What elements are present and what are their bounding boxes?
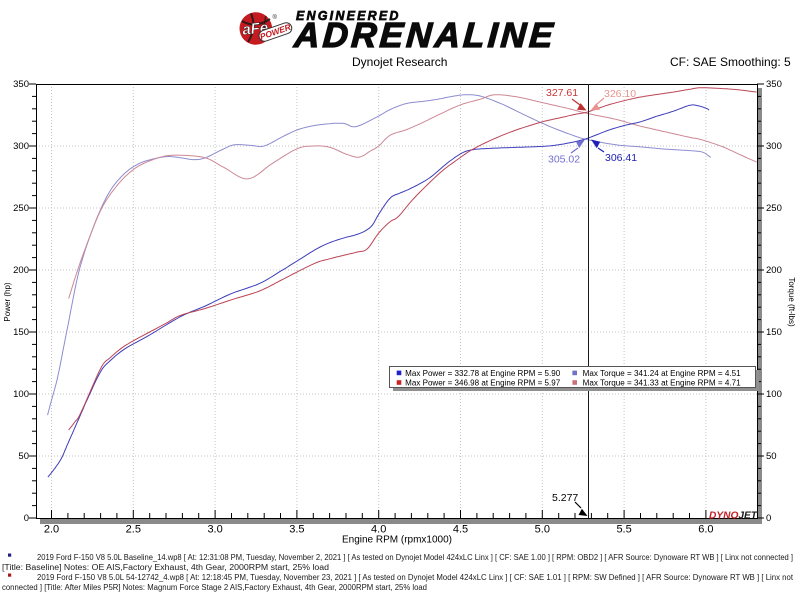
svg-text:250: 250 [766, 203, 782, 214]
svg-text:306.41: 306.41 [605, 152, 637, 164]
svg-text:250: 250 [13, 203, 29, 214]
svg-text:0: 0 [24, 513, 29, 524]
svg-text:350: 350 [13, 79, 29, 90]
svg-text:50: 50 [18, 451, 29, 462]
svg-text:5.5: 5.5 [616, 524, 631, 536]
svg-text:327.61: 327.61 [546, 87, 578, 99]
svg-text:150: 150 [766, 327, 782, 338]
svg-text:4.0: 4.0 [371, 524, 386, 536]
svg-text:6.0: 6.0 [698, 524, 713, 536]
svg-text:Torque (ft-lbs): Torque (ft-lbs) [787, 277, 796, 327]
svg-text:2019 Ford F-150 V8 5.0L Baseli: 2019 Ford F-150 V8 5.0L Baseline_14.wp8 … [37, 553, 793, 562]
svg-text:100: 100 [13, 389, 29, 400]
svg-text:2.5: 2.5 [126, 524, 141, 536]
svg-text:4.5: 4.5 [453, 524, 468, 536]
svg-text:[Title: Baseline] Notes: OE A: [Title: Baseline] Notes: OE AIS,Factory … [2, 563, 329, 572]
svg-text:50: 50 [766, 451, 777, 462]
svg-text:®: ® [273, 14, 278, 21]
svg-text:326.10: 326.10 [604, 88, 636, 100]
svg-text:0: 0 [766, 513, 771, 524]
svg-text:5.0: 5.0 [535, 524, 550, 536]
svg-text:2019 Ford F-150 V8 5.0L 54-127: 2019 Ford F-150 V8 5.0L 54-12742_4.wp8 [… [37, 573, 794, 582]
svg-text:DYNOJET: DYNOJET [709, 510, 759, 522]
svg-text:3.5: 3.5 [289, 524, 304, 536]
svg-text:Max Torque = 341.24 at Engin: Max Torque = 341.24 at Engine RPM = 4.51 [583, 369, 742, 378]
svg-text:200: 200 [766, 265, 782, 276]
svg-text:150: 150 [13, 327, 29, 338]
svg-text:200: 200 [13, 265, 29, 276]
svg-text:100: 100 [766, 389, 782, 400]
svg-text:305.02: 305.02 [548, 154, 580, 166]
svg-text:2.0: 2.0 [44, 524, 59, 536]
svg-text:Max Power = 332.78 at Engine: Max Power = 332.78 at Engine RPM = 5.90 [405, 369, 561, 378]
svg-text:300: 300 [766, 141, 782, 152]
svg-text:connected ] [Title: After Mile: connected ] [Title: After Miles P5R] Not… [2, 583, 427, 592]
svg-text:Max Torque = 341.33 at Engin: Max Torque = 341.33 at Engine RPM = 4.71 [583, 378, 742, 387]
svg-text:Engine RPM (rpmx1000): Engine RPM (rpmx1000) [342, 535, 452, 546]
svg-text:Max Power = 346.98 at Engine: Max Power = 346.98 at Engine RPM = 5.97 [405, 378, 561, 387]
svg-text:3.0: 3.0 [207, 524, 222, 536]
svg-text:350: 350 [766, 79, 782, 90]
svg-text:5.277: 5.277 [552, 492, 578, 504]
svg-text:Power (hp): Power (hp) [3, 282, 12, 321]
svg-text:300: 300 [13, 141, 29, 152]
